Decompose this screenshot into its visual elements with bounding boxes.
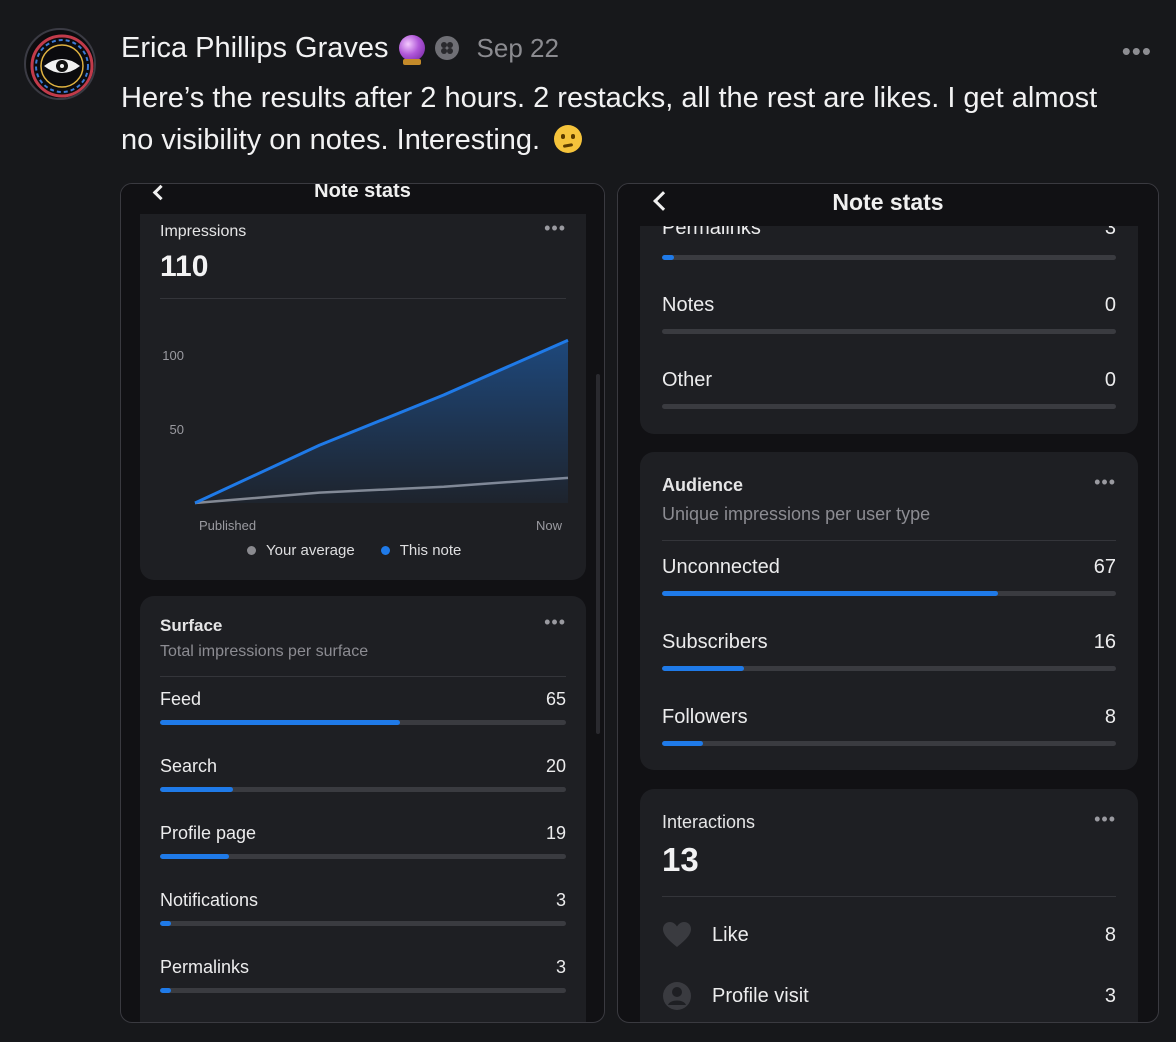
bar-fill	[160, 787, 234, 792]
audience-row-bar	[662, 591, 1116, 596]
x-label-start: Published	[199, 518, 256, 533]
bar-fill	[160, 854, 230, 859]
post-body: Here’s the results after 2 hours. 2 rest…	[121, 77, 1121, 161]
bar-fill	[662, 741, 703, 746]
bar-fill	[160, 921, 171, 926]
bar-fill	[662, 666, 744, 671]
surface-row-bar	[662, 404, 1116, 409]
audience-label: Audience	[662, 475, 744, 495]
this-note-line	[194, 338, 569, 505]
surface-label: Surface	[160, 616, 223, 635]
surface-row-label: Feed	[160, 689, 202, 709]
divider	[662, 896, 1116, 897]
audience-row-value: 8	[1104, 706, 1116, 728]
legend-dot-average	[247, 546, 256, 555]
impressions-card: Impressions ••• 110 100 50 Published Now Yo…	[140, 198, 586, 580]
post-date[interactable]: Sep 22	[476, 32, 559, 63]
divider	[662, 540, 1116, 541]
interaction-row-label: Like	[712, 924, 749, 946]
audience-row-label: Unconnected	[662, 556, 780, 578]
screenshot-left[interactable]: Note stats Impressions ••• 110 100 50 Publ…	[120, 183, 605, 1023]
interactions-more-button[interactable]: •••	[1094, 809, 1116, 829]
screen-title: Note stats	[832, 189, 944, 215]
surface-row-bar	[662, 255, 1116, 260]
heart-icon	[663, 922, 691, 947]
thinking-face-icon	[554, 125, 583, 153]
audience-row-value: 67	[1093, 556, 1116, 578]
post-text: Here’s the results after 2 hours. 2 rest…	[121, 82, 1098, 156]
interactions-value: 13	[662, 841, 699, 878]
surface-row-value: 65	[545, 689, 566, 709]
surface-row-label: Notifications	[160, 890, 259, 910]
post-more-button[interactable]: •••	[1121, 36, 1152, 66]
impressions-chart: 100 50 Published Now	[162, 338, 569, 533]
surface-row-bar	[160, 854, 566, 859]
surface-row-value: 3	[555, 957, 566, 977]
surface-row-bar	[160, 787, 566, 792]
surface-row-label: Permalinks	[160, 957, 250, 977]
author-name[interactable]: Erica Phillips Graves	[121, 31, 389, 64]
author-avatar[interactable]	[24, 28, 96, 100]
surface-card: Surface ••• Total impressions per surfac…	[140, 596, 586, 1022]
chart-legend: Your average This note	[247, 542, 461, 559]
x-label-end: Now	[536, 518, 563, 533]
audience-more-button[interactable]: •••	[1094, 472, 1116, 492]
screenshot-right[interactable]: Note stats Permalinks 3 Notes 0 Other 0 …	[617, 183, 1159, 1023]
person-icon	[663, 982, 691, 1010]
interaction-row-value: 8	[1104, 924, 1116, 946]
screen-title: Note stats	[314, 183, 411, 202]
legend-item-average: Your average	[247, 542, 355, 559]
bar-fill	[160, 720, 400, 725]
surface-row-value: 20	[545, 756, 566, 776]
divider	[160, 298, 566, 299]
audience-row-label: Followers	[662, 706, 748, 728]
interaction-row-value: 3	[1104, 985, 1116, 1007]
impressions-label: Impressions	[160, 223, 247, 240]
audience-row-bar	[662, 666, 1116, 671]
surface-row-value: 0	[1104, 294, 1116, 316]
audience-row-bar	[662, 741, 1116, 746]
interactions-label: Interactions	[662, 812, 756, 832]
surface-row-bar	[160, 988, 566, 993]
audience-subtitle: Unique impressions per user type	[662, 504, 931, 524]
legend-item-this-note: This note	[380, 542, 462, 559]
bar-fill	[662, 255, 675, 260]
surface-row-value: 3	[1104, 217, 1116, 239]
audience-row-value: 16	[1093, 631, 1116, 653]
impressions-value: 110	[160, 250, 209, 283]
legend-label-average: Your average	[266, 542, 355, 559]
surface-row-value: 19	[545, 823, 566, 843]
surface-row-label: Notes	[662, 294, 715, 316]
surface-row-label: Search	[160, 756, 218, 776]
surface-subtitle: Total impressions per surface	[160, 643, 369, 660]
eye-logo-icon	[29, 33, 94, 98]
surface-row-bar	[160, 720, 566, 725]
y-tick-label: 100	[162, 348, 184, 363]
surface-row-bar	[662, 329, 1116, 334]
surface-more-button[interactable]: •••	[544, 612, 566, 632]
surface-row-value: 3	[555, 890, 566, 910]
audience-row-label: Subscribers	[662, 631, 768, 653]
bar-fill	[662, 591, 998, 596]
y-tick-label: 50	[170, 422, 184, 437]
interactions-card: Interactions ••• 13 Like 8 Profile visit…	[640, 789, 1138, 1022]
post-header: Erica Phillips Graves Sep 22	[121, 30, 559, 66]
bar-fill	[160, 988, 171, 993]
audience-card: Audience ••• Unique impressions per user…	[640, 452, 1138, 770]
legend-dot-this-note	[380, 546, 390, 555]
legend-label-this-note: This note	[399, 542, 462, 559]
topbar: Note stats	[121, 183, 604, 214]
crystal-ball-icon	[398, 35, 425, 65]
interaction-row-label: Profile visit	[712, 985, 809, 1007]
badge-icon	[434, 36, 459, 60]
surface-row-bar	[160, 921, 566, 926]
divider	[160, 676, 566, 677]
surface-row-label: Other	[662, 369, 713, 391]
topbar: Note stats	[618, 184, 1158, 226]
scrollbar[interactable]	[596, 374, 600, 734]
surface-row-value: 0	[1104, 369, 1116, 391]
impressions-more-button[interactable]: •••	[544, 218, 566, 238]
surface-row-label: Profile page	[160, 823, 257, 843]
